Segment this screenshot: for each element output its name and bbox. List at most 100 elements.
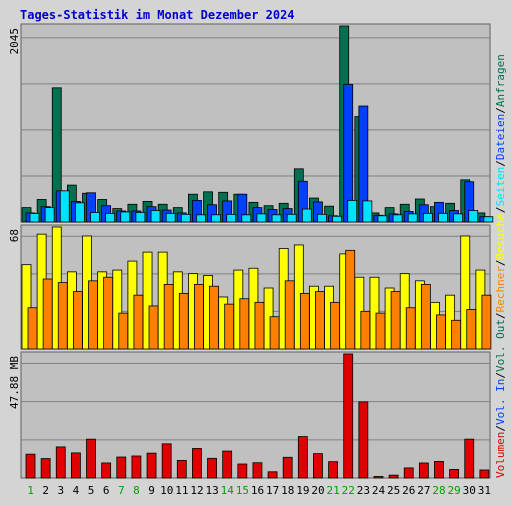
bar-visits-rechner-day-15 [239,298,250,350]
x-tick-label-day-7: 7 [118,484,125,497]
bar-volume-volumen-day-20 [313,453,323,479]
bar-volume-volumen-day-16 [252,462,263,479]
bar-visits-rechner-day-28 [436,314,446,350]
bar-hits-seiten-day-31 [483,216,494,223]
bar-hits-seiten-day-14 [226,213,237,223]
ymax-label-volume: 47.88 MB [8,356,21,409]
x-tick-label-day-8: 8 [133,484,140,497]
bar-visits-rechner-day-27 [420,284,431,350]
bar-visits-rechner-day-11 [178,292,189,350]
bar-hits-seiten-day-21 [332,215,342,223]
x-tick-label-day-3: 3 [58,484,65,497]
bar-visits-rechner-day-17 [269,316,280,350]
x-tick-label-day-16: 16 [251,484,264,497]
legend-item-12: Dateien [494,114,507,160]
x-tick-label-day-2: 2 [42,484,49,497]
bar-visits-rechner-day-22 [345,249,356,350]
bar-visits-rechner-day-9 [148,305,159,350]
bar-visits-besuche-day-30 [460,235,471,350]
bar-hits-seiten-day-13 [211,214,221,223]
right-legend: Volumen/Vol. In/Vol. Out/Rechner/Besuche… [494,54,507,478]
bar-volume-volumen-day-3 [55,446,66,479]
legend-item-7: / [494,259,507,266]
bar-hits-seiten-day-3 [59,190,70,223]
ymax-label-visits: 68 [8,229,21,242]
bar-volume-volumen-day-29 [449,469,460,479]
bar-volume-volumen-day-15 [237,463,248,479]
bar-volume-volumen-day-6 [101,462,112,479]
bar-hits-seiten-day-12 [196,214,206,223]
bar-volume-volumen-day-23 [358,401,369,479]
bar-visits-rechner-day-10 [163,284,174,350]
legend-item-8: Besuche [494,213,507,259]
bar-visits-rechner-day-14 [224,303,235,350]
panel-volume: 47.88 MB [8,351,491,479]
bar-volume-volumen-day-21 [328,461,338,479]
bar-volume-volumen-day-28 [434,461,444,479]
legend-item-14: Anfragen [494,54,507,107]
bar-volume-volumen-day-9 [146,452,157,479]
bar-visits-rechner-day-25 [390,291,401,350]
bar-visits-rechner-day-6 [103,276,114,350]
panel-visits: 68 [8,224,492,350]
x-tick-label-day-17: 17 [266,484,279,497]
bar-visits-rechner-day-30 [466,309,477,350]
bar-hits-seiten-day-5 [90,212,100,223]
bar-visits-besuche-day-1 [21,264,32,350]
bar-volume-volumen-day-25 [388,474,399,479]
x-tick-label-day-6: 6 [103,484,110,497]
bar-volume-volumen-day-22 [343,353,354,479]
x-tick-label-day-27: 27 [417,484,430,497]
legend-item-5: / [494,312,507,319]
bar-visits-rechner-day-18 [284,280,295,350]
bar-hits-seiten-day-28 [438,212,448,223]
bar-visits-rechner-day-2 [42,278,53,350]
x-tick-label-day-11: 11 [175,484,188,497]
x-tick-label-day-24: 24 [372,484,386,497]
bar-hits-seiten-day-7 [120,211,131,223]
x-tick-label-day-15: 15 [236,484,249,497]
bar-visits-rechner-day-23 [360,310,371,350]
bar-visits-rechner-day-12 [194,284,204,350]
bar-volume-volumen-day-27 [418,462,429,479]
x-tick-label-day-4: 4 [73,484,80,497]
bar-hits-seiten-day-11 [180,213,191,223]
x-tick-label-day-23: 23 [357,484,370,497]
bar-hits-seiten-day-23 [362,200,373,223]
bar-volume-volumen-day-1 [25,453,36,479]
bar-volume-volumen-day-12 [192,448,202,479]
panel-hits: 2045 [8,23,494,223]
legend-item-10: Seiten [494,167,507,207]
bar-volume-volumen-day-30 [464,438,475,479]
x-tick-label-day-9: 9 [148,484,155,497]
bar-visits-rechner-day-29 [451,319,462,350]
bar-hits-seiten-day-29 [453,213,464,223]
x-tick-label-day-30: 30 [463,484,476,497]
bar-volume-volumen-day-26 [403,467,414,479]
bar-volume-volumen-day-8 [131,455,142,479]
x-tick-label-day-28: 28 [432,484,445,497]
bar-visits-rechner-day-21 [330,301,340,350]
bar-hits-seiten-day-6 [105,212,116,223]
x-tick-label-day-13: 13 [205,484,218,497]
bar-volume-volumen-day-19 [297,436,308,479]
x-tick-label-day-22: 22 [342,484,355,497]
ymax-label-hits: 2045 [8,28,21,55]
x-tick-label-day-18: 18 [281,484,294,497]
bar-hits-seiten-day-24 [377,215,388,223]
legend-item-4: Vol. Out [494,319,507,372]
bar-volume-volumen-day-10 [161,443,172,479]
bar-volume-volumen-day-5 [86,438,96,479]
legend-item-11: / [494,160,507,167]
bar-hits-seiten-day-2 [44,207,55,223]
bar-hits-seiten-day-30 [468,210,479,223]
bar-volume-volumen-day-7 [116,456,127,479]
bar-volume-volumen-day-18 [282,456,293,479]
x-tick-label-day-5: 5 [88,484,95,497]
bar-hits-seiten-day-20 [317,213,327,223]
bar-hits-seiten-day-9 [150,210,161,223]
x-tick-label-day-31: 31 [478,484,491,497]
bar-visits-rechner-day-24 [375,312,386,350]
x-tick-label-day-25: 25 [387,484,400,497]
